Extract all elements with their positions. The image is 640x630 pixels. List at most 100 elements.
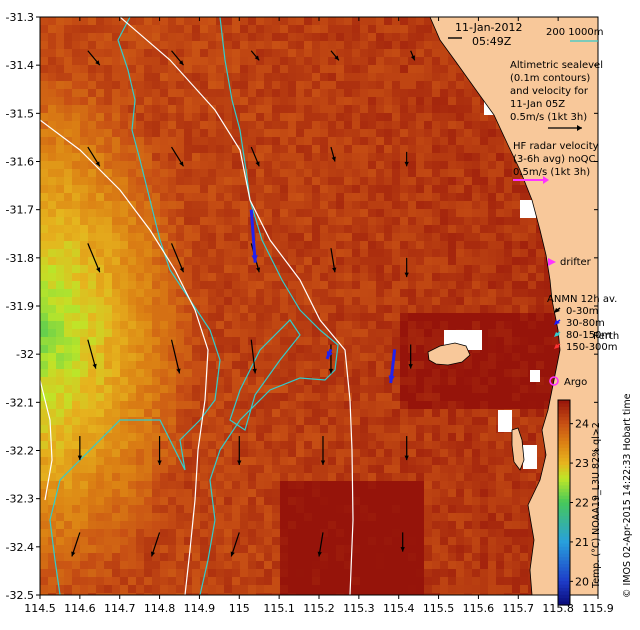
sst-cell [224, 345, 232, 353]
sst-cell [136, 233, 144, 241]
sst-cell [280, 521, 288, 529]
sst-cell [376, 353, 384, 361]
sst-cell [320, 545, 328, 553]
sst-cell [384, 49, 392, 57]
sst-cell [448, 417, 456, 425]
sst-cell [96, 553, 104, 561]
sst-cell [312, 569, 320, 577]
sst-cell [104, 57, 112, 65]
sst-cell [240, 537, 248, 545]
sst-cell [464, 361, 472, 369]
sst-cell [160, 273, 168, 281]
sst-cell [320, 241, 328, 249]
sst-cell [448, 305, 456, 313]
sst-cell [296, 161, 304, 169]
sst-cell [384, 281, 392, 289]
sst-cell [320, 449, 328, 457]
sst-cell [384, 305, 392, 313]
sst-cell [280, 241, 288, 249]
sst-cell [144, 417, 152, 425]
sst-cell [280, 321, 288, 329]
sst-cell [264, 193, 272, 201]
sst-cell [440, 225, 448, 233]
sst-cell [368, 505, 376, 513]
sst-cell [224, 569, 232, 577]
sst-cell [264, 385, 272, 393]
sst-cell [384, 417, 392, 425]
sst-cell [216, 345, 224, 353]
sst-cell [144, 457, 152, 465]
sst-cell [472, 369, 480, 377]
sst-cell [176, 577, 184, 585]
sst-cell [144, 473, 152, 481]
sst-cell [56, 41, 64, 49]
sst-cell [176, 137, 184, 145]
sst-cell [320, 393, 328, 401]
sst-cell [104, 505, 112, 513]
sst-cell [368, 65, 376, 73]
sst-cell [144, 385, 152, 393]
sst-cell [464, 169, 472, 177]
sst-cell [336, 201, 344, 209]
sst-cell [536, 441, 544, 449]
sst-cell [304, 361, 312, 369]
sst-cell [496, 145, 504, 153]
sst-cell [256, 433, 264, 441]
sst-cell [368, 529, 376, 537]
sst-cell [144, 185, 152, 193]
sst-cell [480, 193, 488, 201]
sst-cell [128, 169, 136, 177]
sst-cell [96, 505, 104, 513]
sst-cell [176, 305, 184, 313]
sst-cell [96, 441, 104, 449]
sst-cell [80, 121, 88, 129]
sst-cell [80, 17, 88, 25]
sst-cell [416, 233, 424, 241]
sst-cell [424, 281, 432, 289]
sst-cell [360, 481, 368, 489]
sst-cell [224, 393, 232, 401]
sst-cell [72, 321, 80, 329]
sst-cell [344, 561, 352, 569]
sst-cell [280, 161, 288, 169]
sst-cell [424, 33, 432, 41]
sst-cell [240, 385, 248, 393]
sst-cell [160, 545, 168, 553]
sst-cell [384, 513, 392, 521]
sst-cell [424, 321, 432, 329]
sst-cell [504, 257, 512, 265]
sst-cell [536, 329, 544, 337]
sst-cell [64, 369, 72, 377]
sst-cell [240, 233, 248, 241]
sst-cell [176, 121, 184, 129]
sst-cell [408, 201, 416, 209]
sst-cell [328, 97, 336, 105]
sst-cell [272, 481, 280, 489]
sst-cell [256, 457, 264, 465]
sst-cell [328, 409, 336, 417]
sst-cell [40, 185, 48, 193]
sst-cell [128, 337, 136, 345]
sst-cell [80, 265, 88, 273]
sst-cell [40, 209, 48, 217]
sst-cell [384, 529, 392, 537]
sst-cell [176, 529, 184, 537]
sst-cell [280, 281, 288, 289]
sst-cell [456, 209, 464, 217]
sst-cell [376, 169, 384, 177]
sst-cell [392, 257, 400, 265]
sst-cell [256, 329, 264, 337]
sst-cell [360, 489, 368, 497]
sst-cell [440, 289, 448, 297]
sst-cell [328, 417, 336, 425]
sst-cell [440, 57, 448, 65]
sst-cell [512, 321, 520, 329]
sst-cell [360, 297, 368, 305]
sst-cell [40, 553, 48, 561]
sst-cell [120, 73, 128, 81]
sst-cell [472, 441, 480, 449]
sst-cell [496, 377, 504, 385]
sst-cell [392, 353, 400, 361]
sst-cell [160, 201, 168, 209]
sst-cell [352, 129, 360, 137]
